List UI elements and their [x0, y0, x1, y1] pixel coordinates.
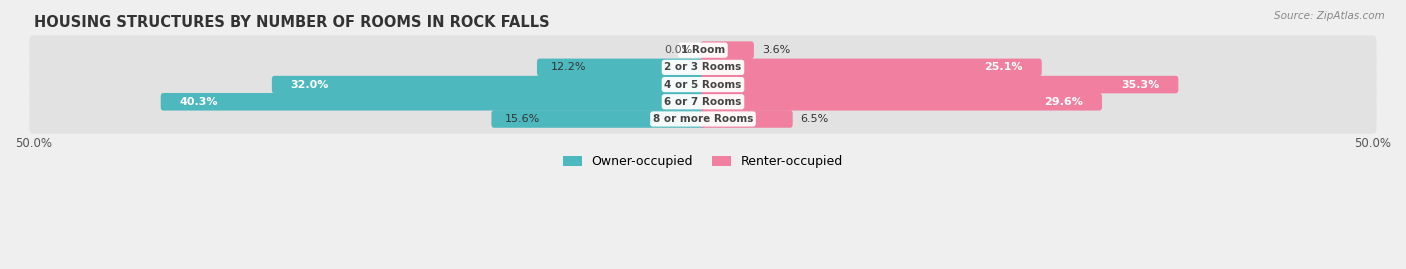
Text: 1 Room: 1 Room: [681, 45, 725, 55]
FancyBboxPatch shape: [160, 93, 706, 111]
Text: 29.6%: 29.6%: [1045, 97, 1083, 107]
Legend: Owner-occupied, Renter-occupied: Owner-occupied, Renter-occupied: [558, 150, 848, 173]
Text: 8 or more Rooms: 8 or more Rooms: [652, 114, 754, 124]
FancyBboxPatch shape: [700, 59, 1042, 76]
FancyBboxPatch shape: [537, 59, 706, 76]
Text: Source: ZipAtlas.com: Source: ZipAtlas.com: [1274, 11, 1385, 21]
FancyBboxPatch shape: [700, 93, 1102, 111]
Text: 6 or 7 Rooms: 6 or 7 Rooms: [664, 97, 742, 107]
FancyBboxPatch shape: [30, 36, 1376, 65]
FancyBboxPatch shape: [30, 70, 1376, 99]
FancyBboxPatch shape: [700, 110, 793, 128]
FancyBboxPatch shape: [30, 87, 1376, 116]
FancyBboxPatch shape: [700, 41, 754, 59]
FancyBboxPatch shape: [30, 53, 1376, 82]
Text: 0.0%: 0.0%: [664, 45, 692, 55]
Text: 2 or 3 Rooms: 2 or 3 Rooms: [665, 62, 741, 72]
Text: 35.3%: 35.3%: [1122, 80, 1160, 90]
Text: HOUSING STRUCTURES BY NUMBER OF ROOMS IN ROCK FALLS: HOUSING STRUCTURES BY NUMBER OF ROOMS IN…: [34, 15, 550, 30]
Text: 32.0%: 32.0%: [291, 80, 329, 90]
FancyBboxPatch shape: [271, 76, 706, 93]
Text: 40.3%: 40.3%: [180, 97, 218, 107]
FancyBboxPatch shape: [700, 76, 1178, 93]
Text: 6.5%: 6.5%: [801, 114, 830, 124]
Text: 25.1%: 25.1%: [984, 62, 1024, 72]
Text: 3.6%: 3.6%: [762, 45, 790, 55]
FancyBboxPatch shape: [492, 110, 706, 128]
FancyBboxPatch shape: [30, 104, 1376, 134]
Text: 15.6%: 15.6%: [505, 114, 540, 124]
Text: 4 or 5 Rooms: 4 or 5 Rooms: [664, 80, 742, 90]
Text: 12.2%: 12.2%: [550, 62, 586, 72]
